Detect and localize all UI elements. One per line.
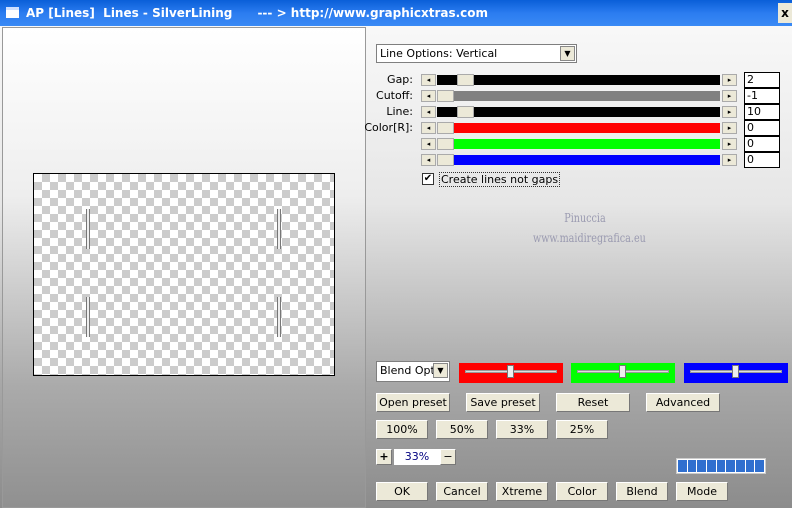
zoom-in-button[interactable]: + [376, 449, 392, 465]
scroll-left-button[interactable]: ◂ [421, 106, 436, 118]
xtreme-button[interactable]: Xtreme [496, 482, 548, 501]
progress-segment [678, 460, 687, 472]
scroll-left-button[interactable]: ◂ [421, 90, 436, 102]
zoom-33-button[interactable]: 33% [496, 420, 548, 439]
window-title: AP [Lines] Lines - SilverLining --- > ht… [26, 6, 489, 20]
blend-slider[interactable] [459, 363, 563, 383]
create-lines-label[interactable]: Create lines not gaps [439, 172, 561, 187]
progress-segment [697, 460, 707, 472]
slider-label: Gap: [387, 73, 413, 86]
scroll-right-button[interactable]: ▸ [722, 74, 737, 86]
slider-fill [437, 139, 720, 149]
scroll-right-button[interactable]: ▸ [722, 90, 737, 102]
slider-thumb[interactable] [456, 74, 474, 86]
slider-thumb[interactable] [437, 138, 454, 150]
chevron-down-icon: ▼ [560, 46, 575, 61]
slider-track[interactable]: ◂ ▸ [421, 106, 737, 118]
progress-segment [687, 460, 697, 472]
slider-value-field[interactable]: 2 [744, 72, 780, 88]
slider-fill [437, 75, 720, 85]
slider-thumb[interactable] [456, 106, 474, 118]
blend-slider-knob[interactable] [732, 365, 739, 378]
progress-segment [726, 460, 736, 472]
zoom-out-button[interactable]: − [440, 449, 456, 465]
slider-thumb[interactable] [437, 122, 454, 134]
progress-segment [716, 460, 726, 472]
window-icon [6, 7, 19, 18]
slider-value-field[interactable]: 0 [744, 120, 780, 136]
slider-value-field[interactable]: 10 [744, 104, 780, 120]
scroll-left-button[interactable]: ◂ [421, 138, 436, 150]
cancel-button[interactable]: Cancel [436, 482, 488, 501]
title-bar: AP [Lines] Lines - SilverLining --- > ht… [0, 0, 792, 26]
scroll-right-button[interactable]: ▸ [722, 106, 737, 118]
slider-value-field[interactable]: 0 [744, 136, 780, 152]
line-options-select[interactable]: Line Options: Vertical ▼ [376, 44, 577, 63]
preview-canvas [33, 173, 335, 376]
reset-button[interactable]: Reset [556, 393, 630, 412]
slider-thumb[interactable] [437, 154, 454, 166]
line-options-value: Line Options: Vertical [380, 47, 498, 60]
slider-track[interactable]: ◂ ▸ [421, 74, 737, 86]
zoom-100-button[interactable]: 100% [376, 420, 428, 439]
progress-bar [676, 458, 766, 474]
slider-value-field[interactable]: -1 [744, 88, 780, 104]
slider-thumb[interactable] [437, 90, 454, 102]
scroll-left-button[interactable]: ◂ [421, 154, 436, 166]
chevron-down-icon: ▼ [433, 363, 448, 378]
scroll-left-button[interactable]: ◂ [421, 74, 436, 86]
slider-fill [437, 123, 720, 133]
slider-label: Cutoff: [376, 89, 413, 102]
color-button[interactable]: Color [556, 482, 608, 501]
scroll-left-button[interactable]: ◂ [421, 122, 436, 134]
create-lines-checkbox[interactable]: ✔ [422, 173, 434, 185]
slider-label: Line: [386, 105, 413, 118]
preview-line [86, 297, 90, 337]
blend-slider-knob[interactable] [507, 365, 514, 378]
slider-fill [437, 107, 720, 117]
slider-track[interactable]: ◂ ▸ [421, 154, 737, 166]
slider-fill [437, 155, 720, 165]
blend-button[interactable]: Blend [616, 482, 668, 501]
progress-segment [755, 460, 765, 472]
blend-slider-knob[interactable] [619, 365, 626, 378]
advanced-button[interactable]: Advanced [646, 393, 720, 412]
preview-line [277, 209, 281, 249]
preview-line [86, 209, 90, 249]
scroll-right-button[interactable]: ▸ [722, 122, 737, 134]
scroll-right-button[interactable]: ▸ [722, 154, 737, 166]
slider-value-field[interactable]: 0 [744, 152, 780, 168]
zoom-level-field[interactable]: 33% [394, 449, 440, 465]
open-preset-button[interactable]: Open preset [376, 393, 450, 412]
mode-button[interactable]: Mode [676, 482, 728, 501]
save-preset-button[interactable]: Save preset [466, 393, 540, 412]
zoom-50-button[interactable]: 50% [436, 420, 488, 439]
watermark-line1: Pinuccia [564, 211, 606, 225]
progress-segment [707, 460, 716, 472]
slider-track[interactable]: ◂ ▸ [421, 90, 737, 102]
progress-segment [745, 460, 755, 472]
blend-options-select[interactable]: Blend Optic ▼ [376, 361, 450, 382]
progress-segment [736, 460, 745, 472]
slider-track[interactable]: ◂ ▸ [421, 138, 737, 150]
slider-fill [437, 91, 720, 101]
blend-slider[interactable] [571, 363, 675, 383]
watermark-line2: www.maidiregrafica.eu [533, 231, 646, 245]
preview-line [277, 297, 281, 337]
slider-track[interactable]: ◂ ▸ [421, 122, 737, 134]
watermark: Pinuccia www.maidiregrafica.eu [533, 208, 646, 248]
close-button[interactable]: x [778, 3, 792, 23]
blend-slider[interactable] [684, 363, 788, 383]
zoom-25-button[interactable]: 25% [556, 420, 608, 439]
ok-button[interactable]: OK [376, 482, 428, 501]
blend-options-value: Blend Optic [380, 364, 434, 377]
slider-label: Color[R]: [364, 121, 413, 134]
scroll-right-button[interactable]: ▸ [722, 138, 737, 150]
